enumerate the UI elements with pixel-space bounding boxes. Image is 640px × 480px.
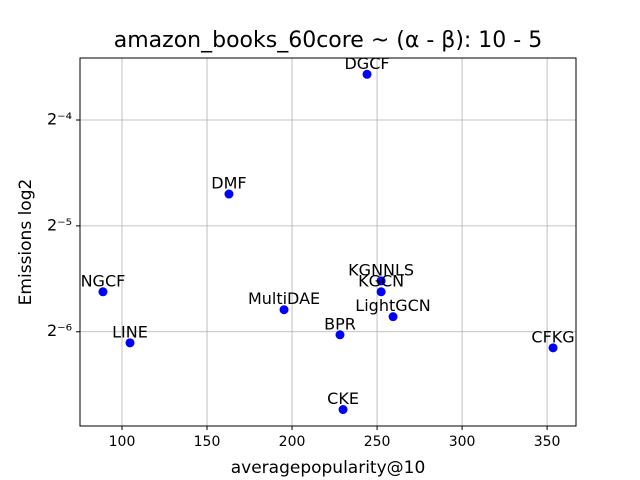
x-tick-label: 300 bbox=[449, 434, 476, 450]
point bbox=[338, 405, 348, 415]
x-tick-label: 100 bbox=[109, 434, 136, 450]
x-tick-label: 250 bbox=[364, 434, 391, 450]
point-label: KGNNLS bbox=[348, 260, 414, 279]
x-tick-label: 200 bbox=[279, 434, 306, 450]
point bbox=[376, 276, 386, 286]
point-label: LightGCN bbox=[355, 296, 430, 315]
point bbox=[376, 287, 386, 297]
point bbox=[548, 343, 558, 353]
y-tick-label: 2⁻⁵ bbox=[47, 215, 72, 234]
point bbox=[224, 189, 234, 199]
point bbox=[362, 69, 372, 79]
point-label: DGCF bbox=[344, 54, 389, 73]
point-label: BPR bbox=[324, 314, 356, 333]
point-label: LINE bbox=[112, 322, 148, 341]
point bbox=[279, 305, 289, 315]
y-axis-label: Emissions log2 bbox=[16, 179, 36, 306]
plot-frame bbox=[79, 57, 577, 427]
point-label: CFKG bbox=[531, 327, 574, 346]
point bbox=[335, 330, 345, 340]
point bbox=[388, 312, 398, 322]
point-label: KGCN bbox=[358, 271, 404, 290]
point-label: DMF bbox=[211, 174, 246, 193]
point-label: NGCF bbox=[81, 271, 126, 290]
point bbox=[98, 287, 108, 297]
x-axis-label: averagepopularity@10 bbox=[231, 458, 426, 478]
point-label: MultiDAE bbox=[248, 289, 320, 308]
point-label: CKE bbox=[327, 389, 359, 408]
chart-title: amazon_books_60core ~ (α - β): 10 - 5 bbox=[114, 28, 542, 53]
y-tick-label: 2⁻⁶ bbox=[47, 321, 72, 340]
x-tick-label: 150 bbox=[194, 434, 221, 450]
x-tick-label: 350 bbox=[534, 434, 561, 450]
y-tick-label: 2⁻⁴ bbox=[47, 110, 72, 129]
point bbox=[125, 338, 135, 348]
